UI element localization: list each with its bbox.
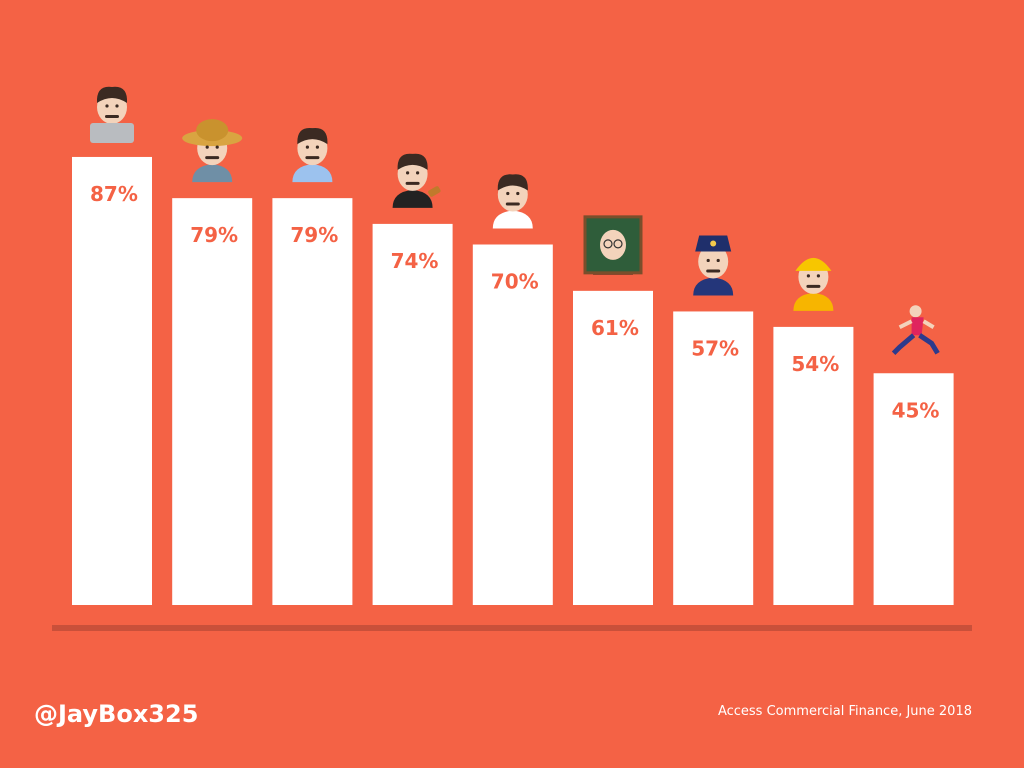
man-construction-worker-icon	[793, 257, 834, 311]
data-label-1: 87%	[90, 182, 138, 206]
author-handle: @JayBox325	[34, 700, 199, 728]
source-credit: Access Commercial Finance, June 2018	[717, 704, 972, 719]
bar-2	[172, 198, 253, 605]
chart-baseline	[52, 625, 972, 631]
data-label-2: 79%	[190, 223, 238, 247]
man-office-worker-icon	[292, 127, 333, 183]
bar-7	[673, 311, 754, 605]
data-label-8: 54%	[791, 352, 839, 376]
man-farmer-icon	[182, 119, 243, 183]
data-label-9: 45%	[892, 398, 940, 422]
bar-8	[773, 326, 854, 605]
labels-layer: 87% 79% 79% 74% 70% 61% 57% 54% 45%	[90, 182, 939, 422]
bar-5	[472, 244, 553, 605]
data-label-3: 79%	[290, 223, 338, 247]
bar-3	[272, 198, 353, 605]
bar-4	[372, 223, 453, 605]
man-judge-icon	[392, 153, 441, 208]
man-health-worker-icon	[492, 174, 533, 229]
data-label-5: 70%	[491, 270, 539, 294]
bars-layer	[72, 156, 954, 605]
bar-1	[72, 156, 152, 605]
icons-layer	[90, 86, 940, 356]
data-label-7: 57%	[691, 336, 739, 360]
man-technologist-icon	[90, 86, 134, 143]
man-teacher-icon	[583, 215, 643, 275]
data-label-6: 61%	[591, 316, 639, 340]
man-police-officer-icon	[693, 235, 734, 296]
bar-6	[573, 290, 653, 605]
person-running-icon	[891, 305, 940, 356]
bar-9	[873, 373, 954, 605]
data-label-4: 74%	[391, 249, 439, 273]
